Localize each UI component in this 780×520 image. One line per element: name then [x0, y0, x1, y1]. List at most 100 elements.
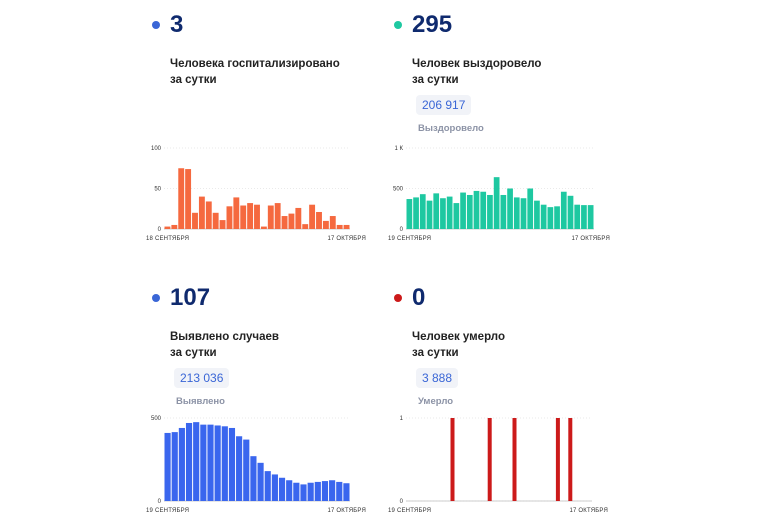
- bar: [271, 474, 278, 501]
- bar: [322, 220, 329, 229]
- detected-count: 107: [170, 284, 211, 311]
- hospitalized-widget: 3 Человека госпитализировано за сутки: [152, 10, 382, 86]
- recovered-total-caption: Выздоровело: [418, 123, 484, 134]
- bar: [278, 477, 286, 501]
- bar: [426, 200, 433, 229]
- bar: [568, 418, 573, 501]
- bar: [257, 462, 264, 501]
- bar: [293, 482, 300, 501]
- detected-total-badge: 213 036: [174, 368, 230, 388]
- bar: [487, 194, 493, 229]
- bar: [567, 195, 574, 229]
- bar: [233, 197, 240, 229]
- bar: [466, 194, 473, 229]
- bar: [264, 471, 271, 501]
- y-tick-label: 500: [393, 187, 404, 193]
- bar: [205, 201, 212, 229]
- bar: [171, 432, 178, 501]
- bar: [513, 197, 520, 229]
- bar: [574, 204, 581, 229]
- bar: [274, 203, 281, 229]
- bar: [534, 200, 540, 229]
- bar: [440, 198, 446, 229]
- detected-total-caption: Выявлено: [176, 396, 225, 407]
- bar: [493, 177, 500, 229]
- deaths-count: 0: [412, 284, 426, 311]
- bar: [254, 204, 260, 229]
- bar: [226, 206, 233, 229]
- bar: [336, 481, 343, 501]
- y-tick-label: 0: [400, 227, 404, 233]
- bar: [480, 191, 487, 229]
- bar: [581, 205, 587, 229]
- deaths-widget: 0 Человек умерло за сутки 3 888 Умерло: [394, 283, 624, 407]
- indicator-dot: [394, 21, 402, 29]
- bar: [247, 203, 254, 229]
- bar: [236, 436, 243, 501]
- bar: [329, 480, 336, 501]
- bar: [453, 203, 460, 229]
- bar: [193, 422, 200, 501]
- bar: [164, 432, 171, 501]
- bar: [221, 426, 228, 501]
- bar: [520, 198, 527, 229]
- bar: [343, 224, 350, 229]
- y-tick-label: 500: [151, 416, 162, 422]
- bar: [302, 224, 309, 229]
- bar: [587, 205, 594, 229]
- deaths-total-badge: 3 888: [416, 368, 459, 388]
- bar: [260, 226, 267, 229]
- bar: [560, 191, 567, 229]
- bar: [228, 427, 236, 501]
- bar: [554, 206, 560, 229]
- bar: [500, 194, 507, 229]
- bar: [406, 199, 413, 229]
- bar: [321, 481, 329, 501]
- x-end-label: 17 ОКТЯБРЯ: [327, 236, 366, 242]
- bar: [343, 483, 350, 501]
- y-tick-label: 100: [151, 146, 162, 152]
- bar: [507, 188, 513, 229]
- bar: [267, 205, 274, 229]
- recovered-widget: 295 Человек выздоровело за сутки 206 917…: [394, 10, 624, 134]
- deaths-label: Человек умерло за сутки: [412, 331, 505, 359]
- recovered-count: 295: [412, 11, 453, 38]
- bar: [336, 224, 343, 229]
- bar: [178, 427, 185, 501]
- bar: [527, 188, 534, 229]
- bar: [433, 193, 440, 229]
- hospitalized-chart: 100 50 0 18 СЕНТЯБРЯ 17 ОКТЯБРЯ: [146, 146, 366, 242]
- bar: [512, 418, 517, 501]
- indicator-dot: [394, 294, 402, 302]
- recovered-total-badge: 206 917: [416, 95, 472, 115]
- bar: [286, 480, 293, 501]
- bar: [487, 418, 492, 501]
- bar: [547, 207, 554, 229]
- bar: [419, 194, 426, 229]
- bar: [295, 207, 302, 229]
- bar: [198, 196, 205, 229]
- y-tick-label: 0: [158, 227, 162, 233]
- bar: [460, 192, 466, 229]
- recovered-chart: 1 К 500 0 19 СЕНТЯБРЯ 17 ОКТЯБРЯ: [388, 146, 610, 242]
- bar: [450, 418, 455, 501]
- bar: [473, 190, 480, 229]
- y-tick-label: 0: [158, 499, 162, 505]
- deaths-total-caption: Умерло: [418, 396, 454, 407]
- bar: [185, 169, 192, 229]
- hospitalized-count: 3: [170, 11, 184, 38]
- x-start-label: 19 СЕНТЯБРЯ: [388, 508, 431, 514]
- bar: [288, 213, 295, 229]
- bar: [300, 484, 307, 501]
- bar: [309, 204, 316, 229]
- y-tick-label: 1: [400, 416, 404, 422]
- bar: [212, 212, 219, 229]
- x-end-label: 17 ОКТЯБРЯ: [569, 508, 608, 514]
- bar: [243, 439, 250, 501]
- bar: [540, 204, 547, 229]
- x-end-label: 17 ОКТЯБРЯ: [327, 508, 366, 514]
- bar: [171, 224, 178, 229]
- bar: [316, 211, 322, 229]
- recovered-label: Человек выздоровело за сутки: [412, 58, 542, 86]
- bar: [240, 205, 247, 229]
